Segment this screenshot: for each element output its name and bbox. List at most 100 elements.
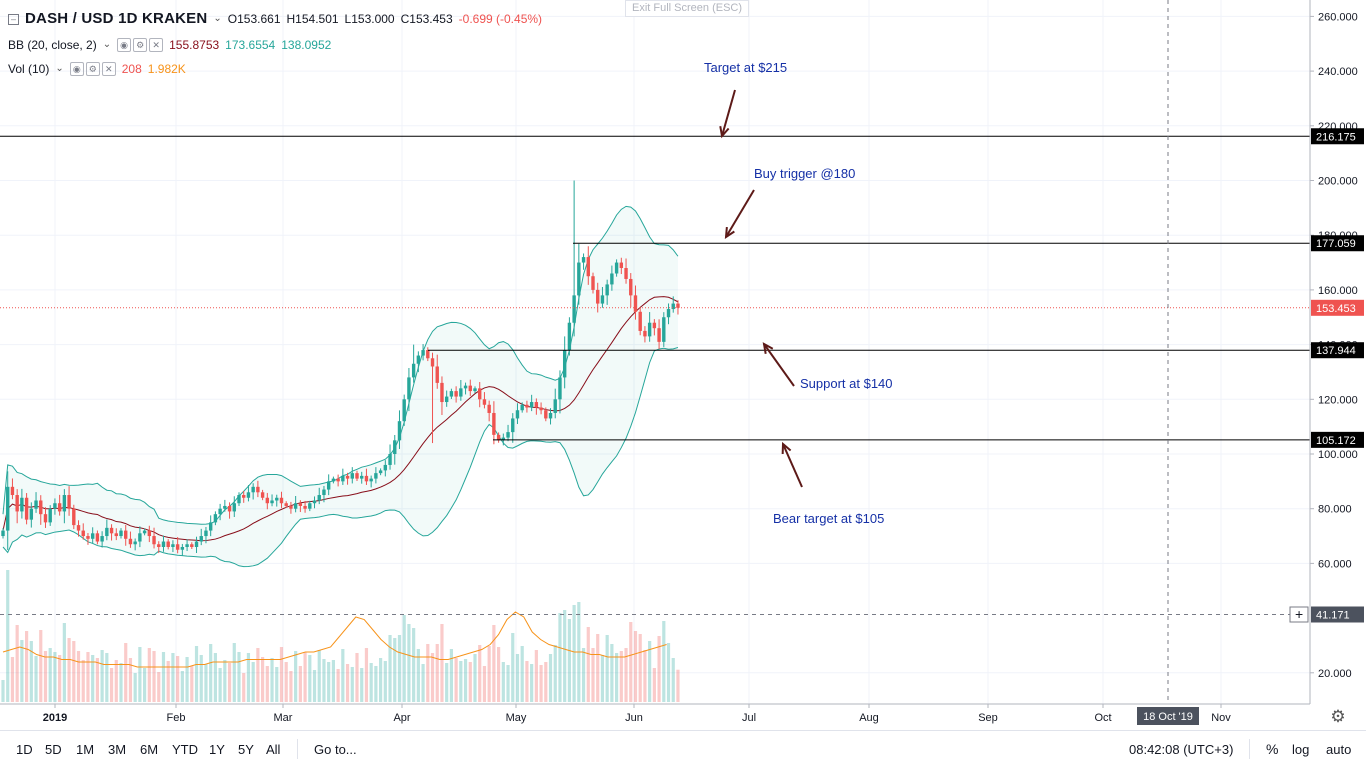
volume-bar bbox=[124, 643, 128, 702]
candle-body bbox=[6, 486, 10, 531]
timeframe-1y[interactable]: 1Y bbox=[209, 742, 225, 757]
candle-body bbox=[166, 541, 170, 547]
price-tick-label: 120.000 bbox=[1318, 394, 1358, 406]
log-toggle[interactable]: log bbox=[1292, 742, 1310, 757]
candle-body bbox=[350, 473, 354, 479]
vol-legend: Vol (10) ⌄ ◉ ⚙ ✕ 208 1.982K bbox=[8, 61, 186, 77]
candle-body bbox=[562, 350, 567, 378]
volume-bar bbox=[364, 648, 369, 702]
candle-body bbox=[676, 303, 680, 308]
candle-body bbox=[454, 391, 458, 397]
candle-body bbox=[270, 500, 274, 504]
close-icon[interactable]: ✕ bbox=[149, 38, 164, 52]
timeframe-3m[interactable]: 3M bbox=[108, 742, 127, 757]
candle-body bbox=[279, 497, 284, 504]
time-tick-label: May bbox=[506, 712, 527, 724]
bb-label[interactable]: BB (20, close, 2) bbox=[8, 38, 97, 52]
vol-value: 208 bbox=[121, 62, 142, 76]
volume-bar bbox=[615, 653, 619, 702]
volume-bar bbox=[251, 662, 255, 702]
eye-icon[interactable]: ◉ bbox=[117, 38, 132, 52]
volume-bar bbox=[81, 660, 85, 702]
volume-bar bbox=[567, 619, 571, 702]
volume-bar bbox=[605, 635, 609, 702]
chevron-down-icon[interactable]: ⌄ bbox=[55, 63, 64, 74]
candle-body bbox=[459, 388, 463, 397]
volume-bar bbox=[624, 648, 628, 702]
volume-bar bbox=[25, 631, 29, 702]
vol-label[interactable]: Vol (10) bbox=[8, 62, 50, 76]
candle-body bbox=[662, 317, 666, 342]
clock-timezone[interactable]: 08:42:08 (UTC+3) bbox=[1129, 742, 1234, 757]
settings-icon[interactable]: ⚙ bbox=[85, 62, 100, 76]
candle-body bbox=[260, 492, 265, 498]
candle-body bbox=[251, 486, 255, 493]
volume-bar bbox=[341, 649, 345, 702]
volume-bar bbox=[591, 648, 595, 702]
candle-body bbox=[633, 295, 638, 312]
eye-icon[interactable]: ◉ bbox=[69, 62, 84, 76]
timeframe-5y[interactable]: 5Y bbox=[238, 742, 254, 757]
candle-body bbox=[223, 505, 227, 509]
volume-bar bbox=[138, 647, 142, 702]
candle-body bbox=[67, 495, 71, 509]
symbol-title[interactable]: DASH / USD 1D KRAKEN bbox=[25, 10, 208, 27]
auto-toggle[interactable]: auto bbox=[1326, 742, 1352, 757]
candle-body bbox=[393, 440, 397, 454]
candles bbox=[1, 180, 680, 556]
timeframe-all[interactable]: All bbox=[266, 742, 281, 757]
chevron-down-icon[interactable]: ⌄ bbox=[213, 13, 222, 24]
volume-bar bbox=[544, 662, 548, 702]
volume-bar bbox=[610, 644, 614, 702]
percent-toggle[interactable]: % bbox=[1266, 741, 1279, 757]
volume-bar bbox=[397, 635, 402, 702]
candle-body bbox=[57, 503, 62, 512]
close-icon[interactable]: ✕ bbox=[101, 62, 116, 76]
volume-bar bbox=[147, 648, 151, 702]
bb-upper-value: 173.6554 bbox=[225, 38, 276, 52]
exit-fullscreen-button[interactable]: Exit Full Screen (ESC) bbox=[625, 0, 749, 17]
candle-body bbox=[81, 530, 85, 537]
price-label-box bbox=[1311, 431, 1364, 448]
goto-button[interactable]: Go to... bbox=[314, 742, 357, 757]
candle-body bbox=[242, 495, 246, 498]
candle-body bbox=[15, 495, 19, 512]
bb-legend: BB (20, close, 2) ⌄ ◉ ⚙ ✕ 155.8753 173.6… bbox=[8, 37, 331, 53]
timeframe-ytd[interactable]: YTD bbox=[172, 742, 198, 757]
price-chart[interactable]: Target at $215 Buy trigger @180 Support at… bbox=[0, 0, 1366, 730]
candle-body bbox=[388, 454, 392, 465]
candle-body bbox=[100, 536, 104, 542]
timeframe-6m[interactable]: 6M bbox=[140, 742, 159, 757]
collapse-icon[interactable]: – bbox=[8, 13, 19, 25]
price-label-text: 105.172 bbox=[1316, 435, 1356, 447]
volume-bar bbox=[416, 649, 420, 702]
candle-body bbox=[567, 322, 572, 351]
time-tick-label: 2019 bbox=[43, 712, 67, 724]
time-tick-label: Jul bbox=[742, 712, 756, 724]
candle-body bbox=[142, 530, 147, 534]
candle-body bbox=[553, 399, 557, 413]
settings-icon[interactable]: ⚙ bbox=[133, 38, 148, 52]
volume-bar bbox=[76, 651, 81, 702]
volume-bar bbox=[279, 647, 284, 702]
candle-body bbox=[482, 399, 487, 405]
timeframe-5d[interactable]: 5D bbox=[45, 742, 62, 757]
candle-body bbox=[95, 533, 100, 542]
volume-bar bbox=[67, 638, 71, 702]
volume-bar bbox=[91, 655, 95, 702]
candle-body bbox=[227, 505, 232, 512]
candle-body bbox=[529, 402, 534, 408]
candle-body bbox=[20, 497, 24, 512]
price-tick-label: 100.000 bbox=[1318, 449, 1358, 461]
arrow-head-icon bbox=[719, 125, 730, 139]
candle-body bbox=[24, 497, 29, 520]
timeframe-1m[interactable]: 1M bbox=[76, 742, 95, 757]
price-label-box bbox=[1311, 299, 1364, 316]
price-label-text: 177.059 bbox=[1316, 238, 1356, 250]
volume-bar bbox=[449, 649, 453, 702]
gear-icon[interactable]: ⚙ bbox=[1330, 707, 1346, 726]
timeframe-1d[interactable]: 1D bbox=[16, 742, 33, 757]
chevron-down-icon[interactable]: ⌄ bbox=[102, 39, 112, 50]
candle-body bbox=[600, 295, 605, 304]
candle-body bbox=[364, 475, 369, 482]
